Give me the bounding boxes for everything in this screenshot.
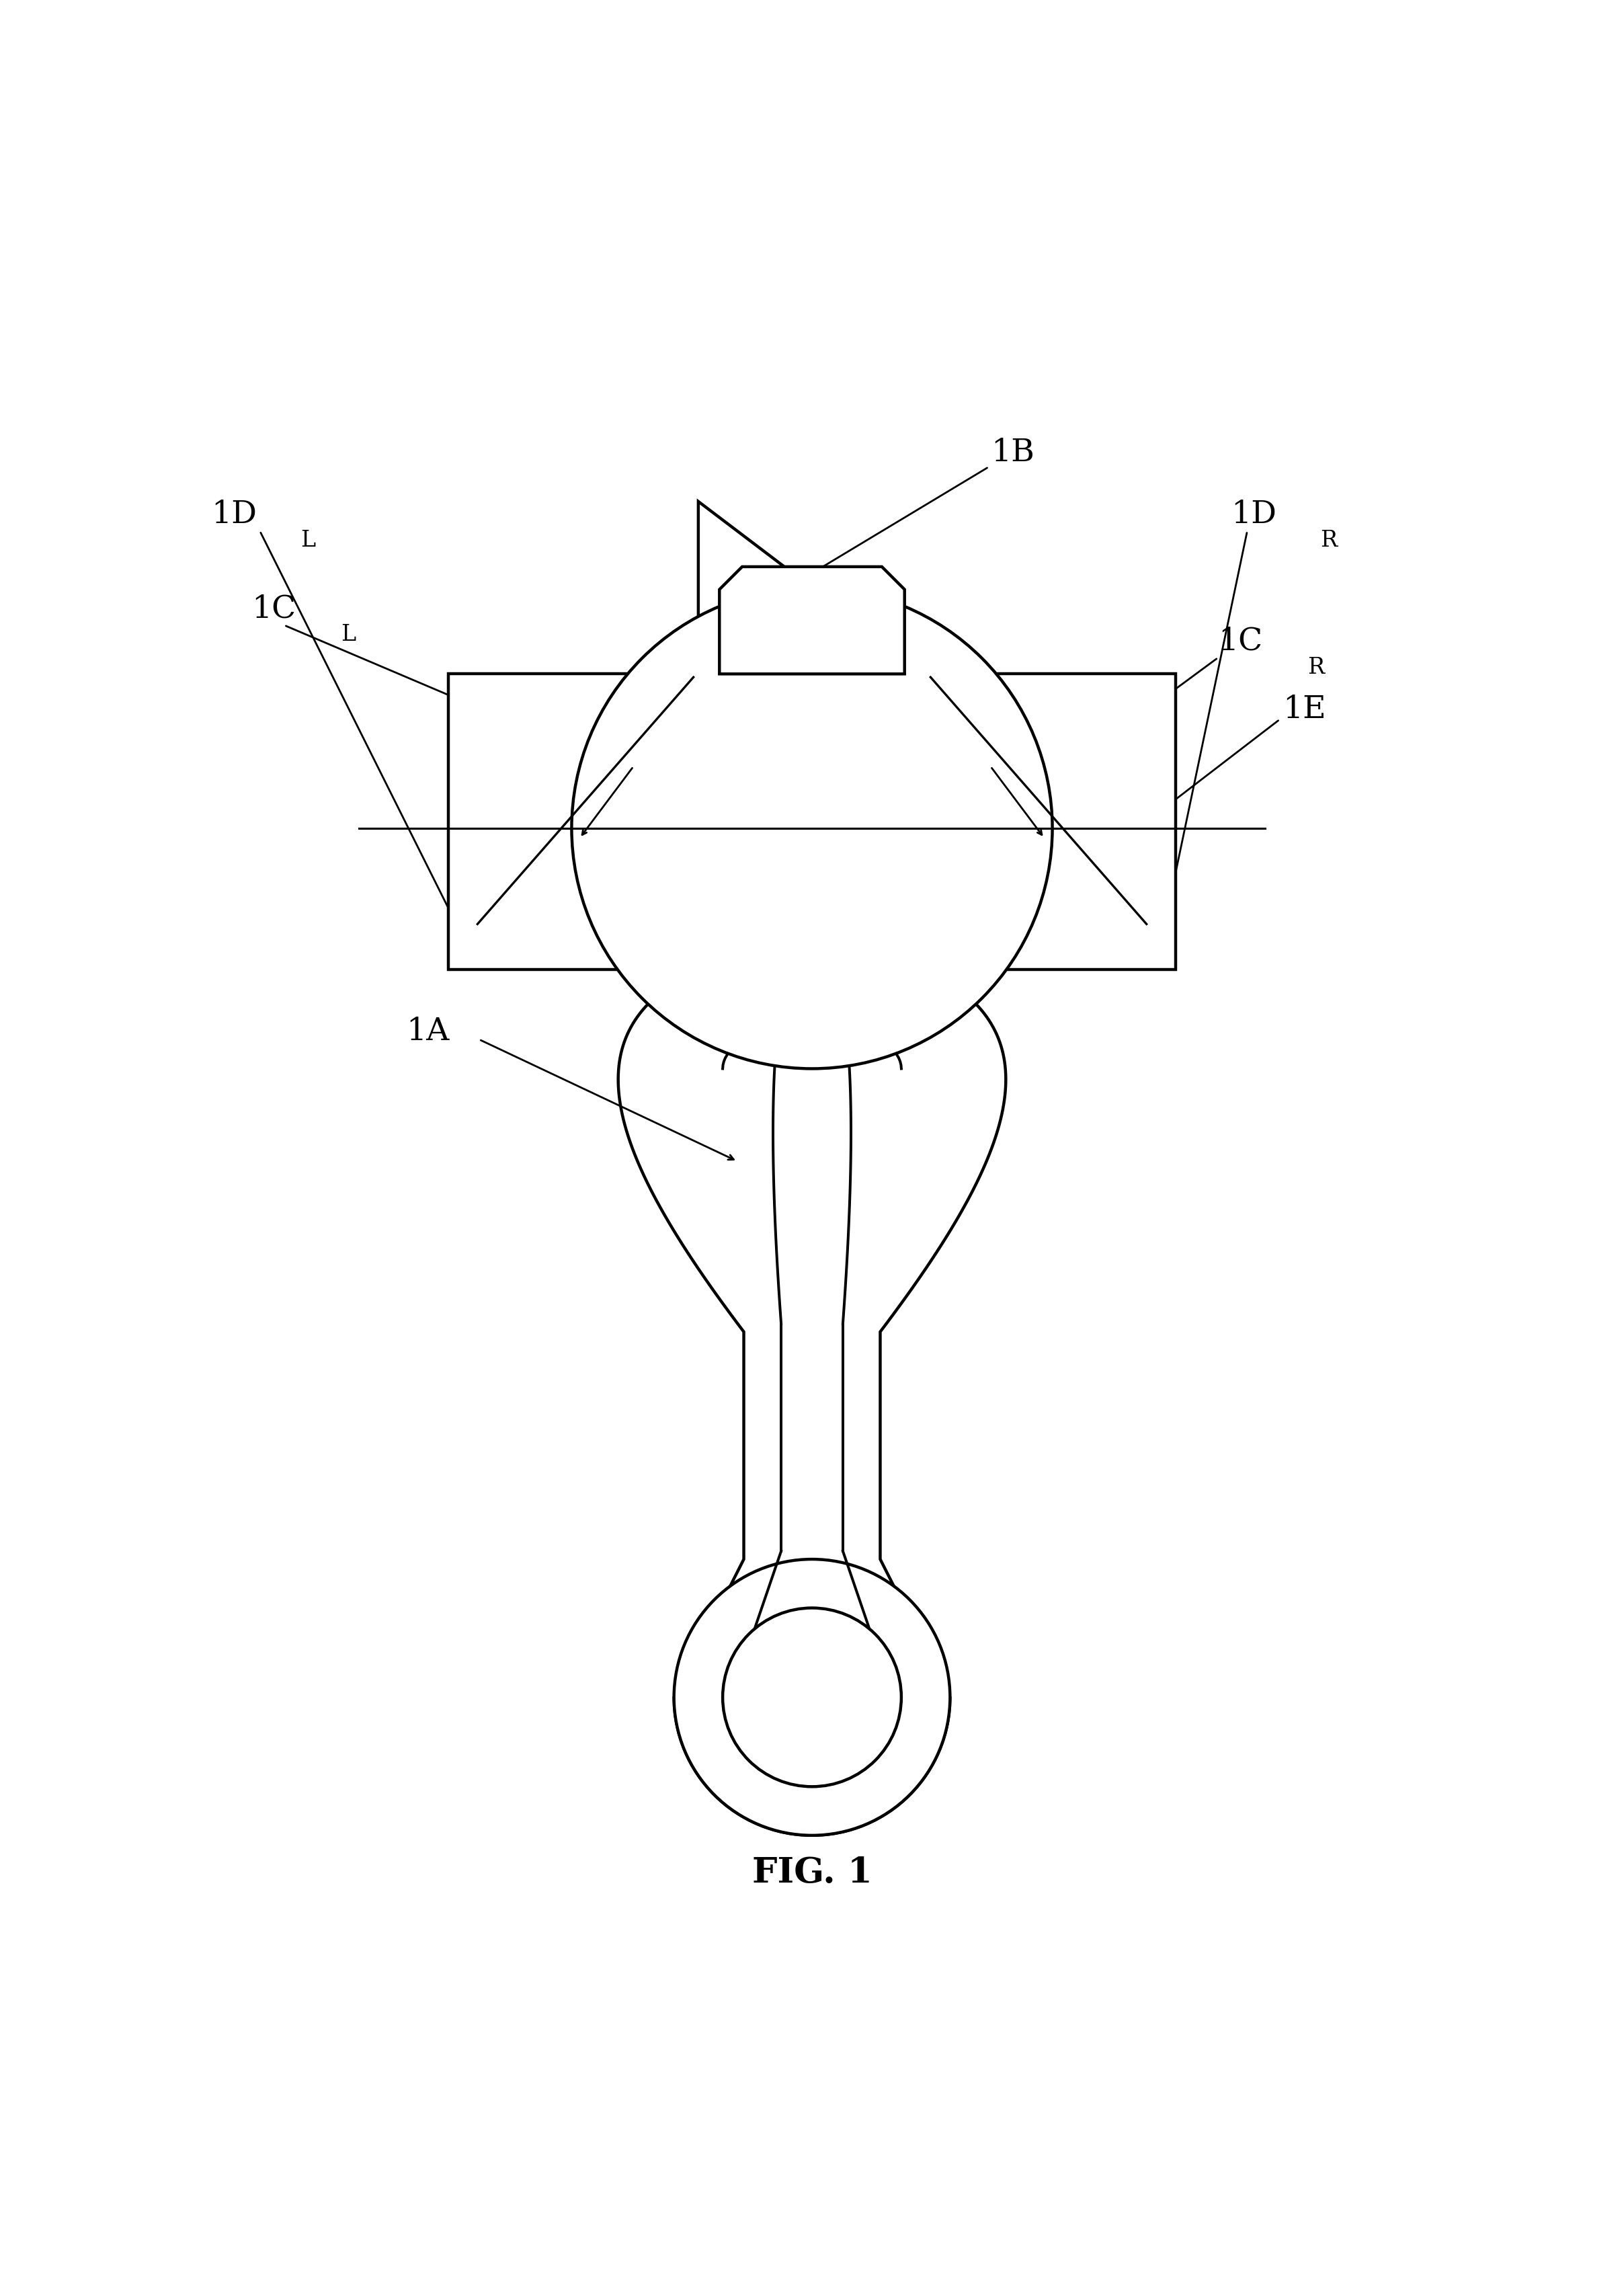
Text: 1B: 1B (797, 437, 1034, 582)
Polygon shape (719, 566, 905, 673)
Text: L: L (300, 529, 315, 552)
Text: 1D: 1D (211, 499, 257, 529)
Text: 1D: 1D (1231, 499, 1276, 529)
Text: 1A: 1A (406, 1017, 450, 1047)
Text: 1C: 1C (1218, 625, 1262, 657)
Polygon shape (448, 673, 698, 969)
Text: R: R (1320, 529, 1337, 552)
Circle shape (572, 589, 1052, 1069)
Text: FIG. 1: FIG. 1 (752, 1855, 872, 1889)
Polygon shape (926, 673, 1176, 969)
Circle shape (674, 1559, 950, 1834)
Polygon shape (619, 969, 1005, 1834)
Text: 1C: 1C (252, 593, 296, 625)
Polygon shape (698, 502, 926, 673)
Circle shape (723, 1608, 901, 1786)
Text: 1E: 1E (1283, 694, 1327, 726)
Text: R: R (1307, 657, 1324, 678)
Text: L: L (341, 625, 356, 646)
